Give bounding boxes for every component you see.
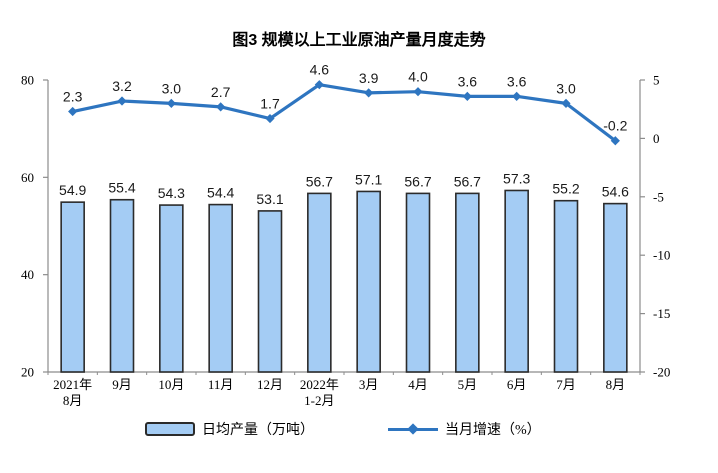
x-axis-label: 11月: [208, 377, 234, 392]
bar-value-label: 54.9: [59, 182, 86, 198]
bar: [257, 210, 283, 373]
left-axis-tick-label: 20: [21, 365, 34, 380]
x-axis-label: 2021年: [53, 377, 92, 392]
legend-bar-label: 日均产量（万吨）: [202, 423, 314, 438]
line-point-marker: [413, 87, 423, 97]
left-axis-tick-label: 60: [21, 170, 34, 185]
bar: [603, 202, 628, 373]
line-point-marker: [561, 98, 571, 108]
bar-value-label: 54.3: [158, 185, 185, 201]
line-point-marker: [610, 136, 620, 146]
line-point-marker: [166, 98, 176, 108]
right-axis-tick-label: -10: [653, 248, 670, 263]
line-point-marker: [512, 91, 522, 101]
bar: [455, 192, 480, 373]
line-point-marker: [314, 80, 324, 90]
line-value-label: 3.0: [556, 80, 576, 96]
growth-line: [72, 83, 617, 143]
bar-series-swatch-icon: [145, 422, 195, 436]
bar: [553, 199, 579, 373]
x-axis-label: 2022年: [300, 377, 339, 392]
right-axis-tick-label: -5: [653, 189, 664, 204]
chart-canvas: 80 60 40 20 5 0 -5 -10 -15 -20 54.9 55.4 54.3 54.4 53.…: [21, 62, 670, 408]
line-value-label: 2.7: [211, 84, 231, 100]
x-axis-label: 8月: [606, 377, 626, 392]
bar-value-label: 56.7: [306, 173, 333, 189]
line-value-label: 3.6: [458, 73, 478, 89]
x-axis-label: 5月: [458, 377, 478, 392]
bar-value-label: 55.2: [552, 181, 579, 197]
right-axis-tick-label: 5: [653, 73, 660, 88]
line-value-label: 3.6: [507, 73, 527, 89]
line-value-label: 1.7: [260, 96, 280, 112]
right-axis-tick-label: -15: [653, 306, 670, 321]
line-point-marker: [364, 88, 374, 98]
line-value-label: -0.2: [603, 118, 627, 134]
x-axis-label: 7月: [556, 377, 576, 392]
line-value-label: 3.2: [112, 78, 132, 94]
x-axis-label: 8月: [63, 393, 83, 408]
line-series-swatch-icon: [388, 423, 438, 435]
bar-value-label: 54.4: [207, 185, 234, 201]
bar: [307, 192, 332, 373]
line-point-marker: [117, 96, 127, 106]
bar: [109, 198, 135, 373]
line-value-label: 3.0: [162, 80, 182, 96]
left-axis-tick-label: 40: [21, 267, 34, 282]
line-swatch-diamond-icon: [407, 423, 419, 435]
x-axis-label: 1-2月: [304, 393, 334, 408]
bar: [208, 203, 233, 373]
x-axis-label: 9月: [112, 377, 132, 392]
right-axis-tick-label: 0: [653, 131, 660, 146]
bar: [356, 190, 381, 373]
right-axis-tick-label: -20: [653, 365, 670, 380]
x-axis-label: 12月: [257, 377, 283, 392]
legend-item-bar: 日均产量（万吨）: [145, 419, 314, 439]
x-axis-label: 4月: [408, 377, 428, 392]
line-value-label: 4.6: [310, 62, 330, 78]
x-axis-label: 10月: [158, 377, 184, 392]
line-value-label: 4.0: [408, 69, 428, 85]
bar: [159, 204, 184, 373]
bar: [504, 189, 529, 373]
bar-value-label: 57.1: [355, 171, 382, 187]
line-value-label: 3.9: [359, 70, 379, 86]
legend-line-label: 当月增速（%）: [445, 423, 541, 438]
x-axis-label: 3月: [359, 377, 379, 392]
bar-value-label: 55.4: [108, 180, 135, 196]
line-point-marker: [68, 106, 78, 117]
bar-value-label: 57.3: [503, 170, 530, 186]
bar: [60, 201, 85, 373]
bar-value-label: 56.7: [454, 173, 481, 189]
line-point-marker: [216, 102, 226, 112]
bar: [405, 192, 431, 373]
left-axis-tick-label: 80: [21, 73, 34, 88]
line-point-marker: [265, 113, 275, 124]
line-point-marker: [462, 91, 472, 101]
line-value-label: 2.3: [63, 89, 83, 105]
bar-value-label: 54.6: [602, 184, 629, 200]
legend-item-line: 当月增速（%）: [388, 419, 541, 439]
bar-value-label: 56.7: [404, 173, 431, 189]
bar-value-label: 53.1: [256, 191, 283, 207]
x-axis-label: 6月: [507, 377, 527, 392]
chart-title: 图3 规模以上工业原油产量月度走势: [232, 32, 486, 49]
